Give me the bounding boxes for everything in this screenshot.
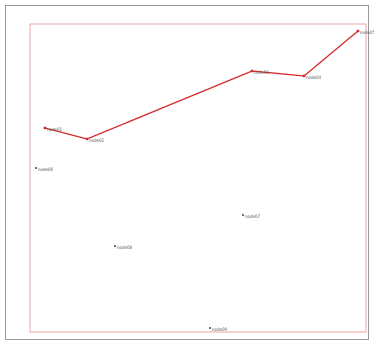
route-stop-marker (302, 74, 306, 78)
route-stop[interactable]: node02 (85, 137, 105, 143)
map-point[interactable]: node06 (35, 167, 54, 172)
route-stop-marker (85, 137, 89, 141)
point-label: node08 (117, 245, 133, 250)
route-stop[interactable]: node01 (43, 126, 63, 132)
route-stop-label: node01 (47, 127, 63, 132)
point-label: node09 (212, 327, 228, 332)
map-point[interactable]: node07 (242, 214, 261, 219)
point-label: node07 (245, 214, 261, 219)
route-line (44, 30, 359, 140)
route-stop-marker (43, 126, 47, 130)
map-point[interactable]: node08 (114, 245, 133, 250)
route-stop-label: node04 (306, 75, 322, 80)
route-stop[interactable]: node04 (302, 74, 322, 80)
plot-area-border (29, 23, 367, 333)
point-marker (114, 245, 116, 247)
map-point[interactable]: node09 (209, 327, 228, 332)
map-frame (5, 5, 369, 340)
point-label: node06 (38, 167, 54, 172)
route-stop-marker (356, 29, 360, 33)
route-stop-marker (250, 69, 254, 73)
point-marker (242, 214, 244, 216)
route-stop[interactable]: node03 (250, 69, 270, 75)
route-stop-label: node03 (254, 70, 270, 75)
route-stop[interactable]: node05 (356, 29, 374, 35)
route-stop-label: node02 (89, 138, 105, 143)
route-stop-label: node05 (360, 30, 374, 35)
point-marker (35, 167, 37, 169)
point-marker (209, 327, 211, 329)
